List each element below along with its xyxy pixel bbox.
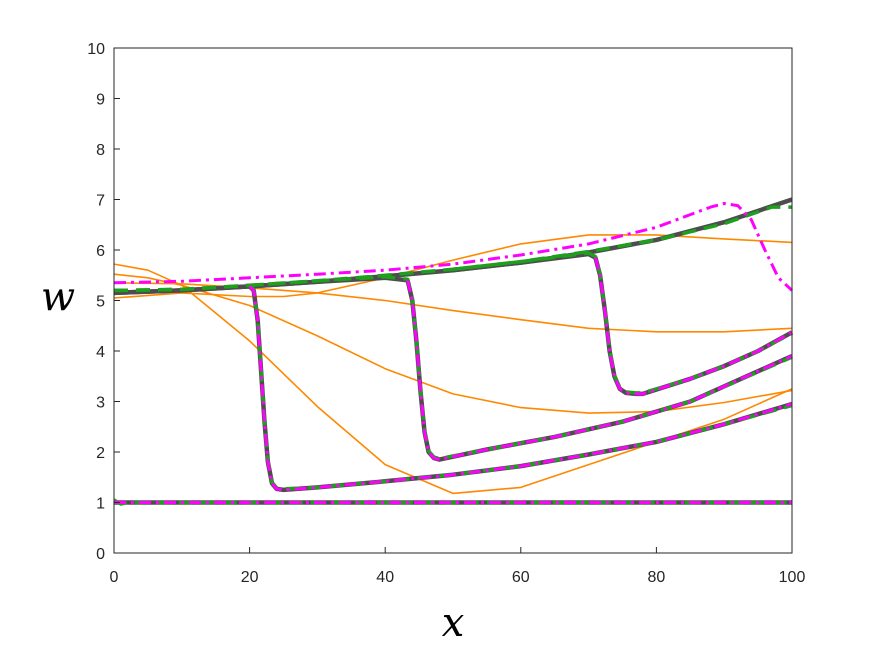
- y-tick-label: 9: [96, 92, 105, 109]
- series-line-magenta-dashdot-15: [113, 202, 794, 292]
- y-tick-label: 5: [96, 294, 105, 311]
- x-tick-label: 0: [110, 569, 119, 586]
- y-tick-label: 7: [96, 193, 105, 210]
- series-line-magenta-dashdot-17: [248, 285, 793, 492]
- y-tick-label: 3: [96, 395, 105, 412]
- series-line-magenta-dashdot-19: [593, 257, 793, 396]
- y-tick-label: 6: [96, 243, 105, 260]
- series-line-magenta-dashdot-18: [406, 279, 793, 462]
- y-tick-label: 2: [96, 445, 105, 462]
- series-line-green-dashed-10: [113, 205, 792, 293]
- x-tick-label: 80: [648, 569, 666, 586]
- y-tick-label: 8: [96, 142, 105, 159]
- series-layer: [113, 197, 794, 506]
- ticks-layer: 0 20 40 60 80 100 0 1 2 3 4 5 6 7 8 9 10: [87, 41, 805, 586]
- x-axis-label: x: [442, 600, 465, 646]
- y-tick-label: 0: [96, 546, 105, 563]
- y-tick-label: 4: [96, 344, 105, 361]
- y-tick-label: 10: [87, 41, 105, 58]
- y-tick-label: 1: [96, 496, 105, 513]
- x-tick-label: 40: [376, 569, 394, 586]
- y-axis-label: w: [41, 275, 75, 321]
- x-tick-label: 20: [241, 569, 259, 586]
- x-tick-label: 60: [512, 569, 530, 586]
- x-tick-label: 100: [779, 569, 806, 586]
